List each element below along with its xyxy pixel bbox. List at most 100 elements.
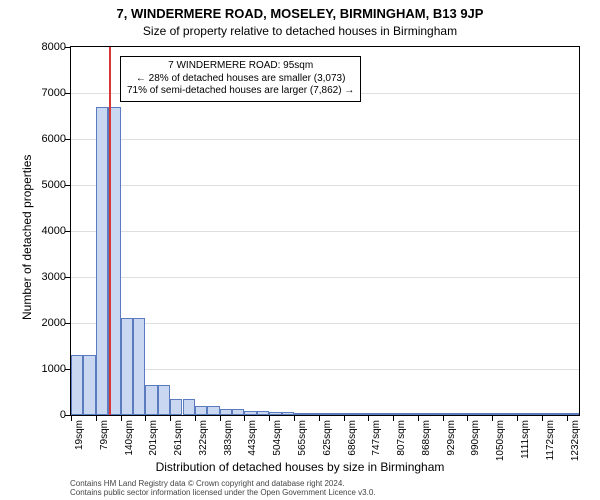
x-tick-mark — [542, 416, 543, 421]
chart-title-main: 7, WINDERMERE ROAD, MOSELEY, BIRMINGHAM,… — [0, 6, 600, 21]
histogram-bar — [492, 413, 504, 415]
histogram-bar — [83, 355, 95, 415]
x-tick-label: 1232sqm — [570, 420, 581, 470]
histogram-bar — [567, 413, 579, 415]
annotation-box: 7 WINDERMERE ROAD: 95sqm ← 28% of detach… — [120, 56, 361, 102]
x-tick-mark — [121, 416, 122, 421]
histogram-bar — [443, 413, 455, 415]
gridline — [71, 139, 579, 140]
histogram-bar — [145, 385, 157, 415]
x-tick-mark — [170, 416, 171, 421]
y-tick-mark — [65, 47, 70, 48]
histogram-bar — [170, 399, 182, 415]
histogram-bar — [480, 413, 492, 415]
x-tick-mark — [319, 416, 320, 421]
histogram-bar — [368, 413, 380, 415]
histogram-bar — [319, 413, 331, 415]
histogram-bar — [430, 413, 442, 415]
y-tick-mark — [65, 369, 70, 370]
histogram-bar — [257, 411, 269, 415]
footer-attribution: Contains HM Land Registry data © Crown c… — [70, 480, 376, 498]
x-tick-label: 261sqm — [173, 420, 184, 470]
histogram-bar — [71, 355, 83, 415]
x-tick-label: 1050sqm — [495, 420, 506, 470]
y-tick-label: 3000 — [26, 271, 66, 283]
x-tick-mark — [443, 416, 444, 421]
histogram-bar — [121, 318, 133, 415]
annotation-line2: ← 28% of detached houses are smaller (3,… — [127, 73, 354, 86]
gridline — [71, 231, 579, 232]
x-tick-label: 383sqm — [223, 420, 234, 470]
gridline — [71, 185, 579, 186]
histogram-bar — [505, 413, 517, 415]
histogram-bar — [96, 107, 108, 415]
histogram-bar — [331, 413, 343, 415]
x-tick-mark — [269, 416, 270, 421]
annotation-line1: 7 WINDERMERE ROAD: 95sqm — [127, 60, 354, 73]
y-tick-mark — [65, 277, 70, 278]
x-tick-label: 929sqm — [446, 420, 457, 470]
y-tick-mark — [65, 323, 70, 324]
y-tick-mark — [65, 185, 70, 186]
x-tick-label: 565sqm — [297, 420, 308, 470]
histogram-bar — [529, 413, 541, 415]
x-tick-mark — [244, 416, 245, 421]
histogram-bar — [133, 318, 145, 415]
plot-area — [70, 46, 580, 416]
x-tick-label: 140sqm — [124, 420, 135, 470]
histogram-bar — [381, 413, 393, 415]
histogram-bar — [220, 409, 232, 415]
x-tick-label: 201sqm — [148, 420, 159, 470]
histogram-bar — [207, 406, 219, 415]
histogram-bar — [306, 413, 318, 415]
y-tick-label: 7000 — [26, 87, 66, 99]
x-tick-label: 747sqm — [371, 420, 382, 470]
y-tick-label: 1000 — [26, 363, 66, 375]
histogram-bar — [269, 412, 281, 415]
y-tick-label: 4000 — [26, 225, 66, 237]
x-tick-mark — [96, 416, 97, 421]
x-tick-mark — [492, 416, 493, 421]
x-tick-label: 625sqm — [322, 420, 333, 470]
histogram-bar — [455, 413, 467, 415]
x-tick-mark — [294, 416, 295, 421]
x-tick-label: 79sqm — [99, 420, 110, 470]
x-tick-mark — [567, 416, 568, 421]
y-tick-label: 6000 — [26, 133, 66, 145]
x-tick-label: 504sqm — [272, 420, 283, 470]
histogram-bar — [554, 413, 566, 415]
x-tick-mark — [145, 416, 146, 421]
x-tick-label: 990sqm — [470, 420, 481, 470]
property-marker-line — [109, 47, 111, 415]
histogram-bar — [195, 406, 207, 415]
histogram-bar — [406, 413, 418, 415]
histogram-bar — [294, 413, 306, 415]
x-tick-label: 1111sqm — [520, 420, 531, 470]
histogram-bar — [393, 413, 405, 415]
histogram-bar — [542, 413, 554, 415]
histogram-bar — [183, 399, 195, 415]
y-tick-label: 5000 — [26, 179, 66, 191]
histogram-bar — [517, 413, 529, 415]
x-tick-label: 807sqm — [396, 420, 407, 470]
x-tick-mark — [517, 416, 518, 421]
x-tick-label: 686sqm — [347, 420, 358, 470]
x-tick-label: 1172sqm — [545, 420, 556, 470]
histogram-bar — [418, 413, 430, 415]
x-tick-label: 443sqm — [247, 420, 258, 470]
x-tick-label: 19sqm — [74, 420, 85, 470]
histogram-bar — [232, 409, 244, 415]
histogram-bar — [244, 411, 256, 415]
gridline — [71, 323, 579, 324]
x-tick-mark — [467, 416, 468, 421]
y-tick-label: 8000 — [26, 41, 66, 53]
annotation-line3: 71% of semi-detached houses are larger (… — [127, 85, 354, 98]
y-tick-mark — [65, 93, 70, 94]
histogram-bar — [158, 385, 170, 415]
histogram-bar — [467, 413, 479, 415]
x-tick-mark — [71, 416, 72, 421]
x-tick-mark — [393, 416, 394, 421]
y-tick-mark — [65, 231, 70, 232]
footer-line2: Contains public sector information licen… — [70, 489, 376, 498]
histogram-bar — [344, 413, 356, 415]
